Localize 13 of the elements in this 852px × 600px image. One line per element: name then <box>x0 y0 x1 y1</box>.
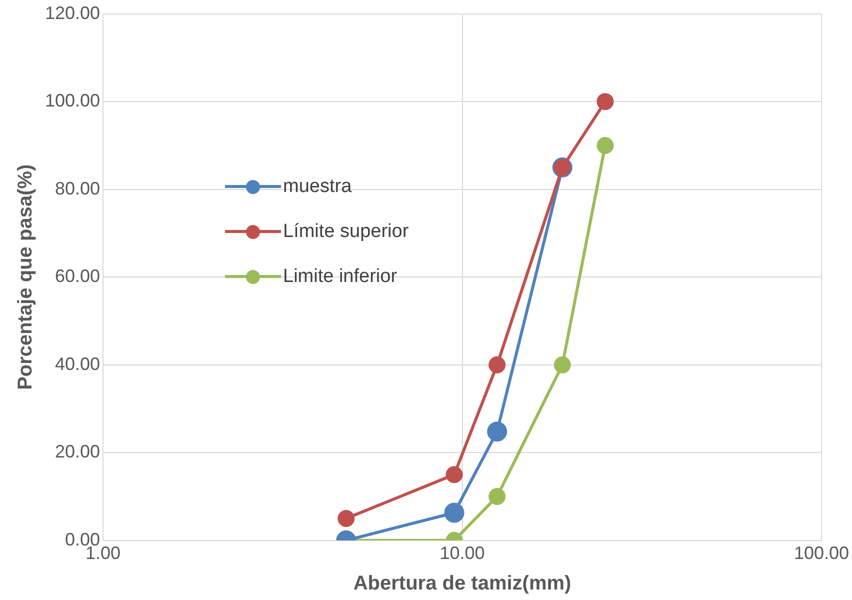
y-tick-label: 20.00 <box>55 442 100 462</box>
y-tick-label: 100.00 <box>44 90 100 111</box>
x-tick-label: 10.00 <box>440 543 485 564</box>
legend-label: Limite inferior <box>283 266 398 288</box>
y-tick-label: 60.00 <box>55 266 100 286</box>
y-tick-label: 120.00 <box>44 2 100 23</box>
legend-label: Límite superior <box>283 220 409 242</box>
x-tick-label: 100.00 <box>794 543 850 564</box>
x-axis-title: Abertura de tamiz(mm) <box>353 572 572 595</box>
y-tick-label: 40.00 <box>55 354 100 374</box>
y-tick-label: 80.00 <box>55 178 100 198</box>
legend-label: muestra <box>283 176 352 198</box>
y-axis-title: Porcentaje que pasa(%) <box>14 164 37 390</box>
